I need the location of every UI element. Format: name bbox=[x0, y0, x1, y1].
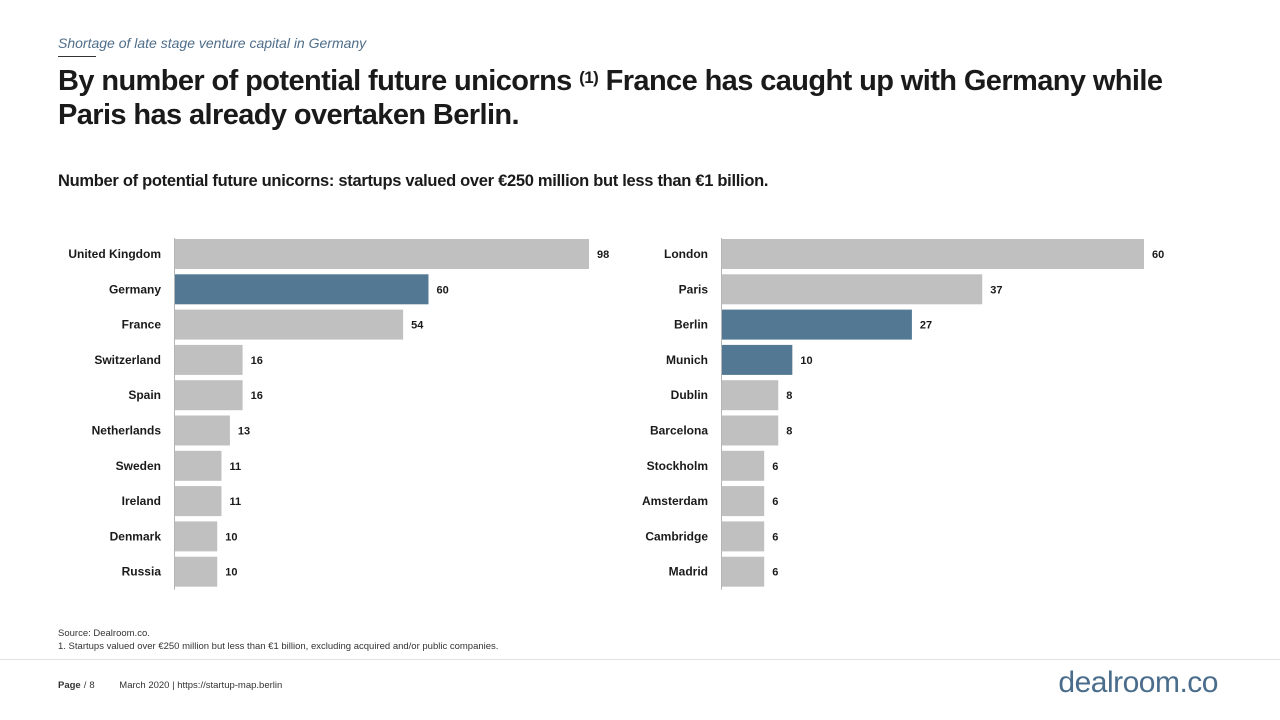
footnote-line: 1. Startups valued over €250 million but… bbox=[58, 641, 499, 652]
page-label: Page bbox=[58, 680, 81, 691]
category-label: Ireland bbox=[122, 494, 161, 508]
bar-germany bbox=[175, 274, 429, 305]
value-label: 11 bbox=[229, 461, 241, 473]
category-label: London bbox=[664, 247, 708, 261]
title-part-1: By number of potential future unicorns bbox=[58, 65, 580, 97]
logo-suffix: .co bbox=[1179, 666, 1218, 699]
bar-cambridge bbox=[722, 521, 765, 552]
category-label: Paris bbox=[679, 282, 709, 296]
value-label: 6 bbox=[772, 531, 778, 543]
bar-sweden bbox=[175, 450, 222, 481]
bar-munich bbox=[722, 344, 793, 375]
bar-netherlands bbox=[175, 415, 230, 446]
value-label: 27 bbox=[920, 320, 932, 332]
footer-divider bbox=[0, 659, 1280, 660]
country-chart: United Kingdom 98 Germany 60 France 54 Switzer… bbox=[68, 238, 609, 590]
value-label: 54 bbox=[411, 320, 424, 332]
bar-france bbox=[175, 309, 404, 340]
bar-united-kingdom bbox=[175, 239, 589, 269]
bar-barcelona bbox=[722, 415, 779, 446]
category-label: Berlin bbox=[674, 318, 708, 332]
value-label: 11 bbox=[229, 496, 241, 508]
logo-main: dealroom bbox=[1058, 666, 1180, 699]
category-label: Cambridge bbox=[645, 529, 708, 543]
title-footnote-marker: (1) bbox=[579, 68, 599, 87]
source-notes: Source: Dealroom.co. 1. Startups valued … bbox=[58, 627, 498, 653]
value-label: 98 bbox=[597, 249, 609, 261]
bar-spain bbox=[175, 380, 243, 411]
source-line: Source: Dealroom.co. bbox=[58, 628, 150, 639]
kicker-divider bbox=[58, 56, 96, 57]
value-label: 60 bbox=[436, 284, 448, 296]
value-label: 10 bbox=[800, 355, 812, 367]
category-label: Sweden bbox=[116, 459, 161, 473]
chart-subtitle: Number of potential future unicorns: sta… bbox=[58, 172, 769, 190]
category-label: Netherlands bbox=[92, 424, 162, 438]
value-label: 13 bbox=[238, 426, 250, 438]
bar-denmark bbox=[175, 521, 218, 552]
page-number: 8 bbox=[89, 680, 95, 691]
category-label: Switzerland bbox=[94, 353, 161, 367]
date-url: March 2020 | https://startup-map.berlin bbox=[119, 680, 283, 691]
page-footer: Page/8 March 2020 | https://startup-map.… bbox=[58, 680, 282, 691]
category-label: Spain bbox=[128, 388, 161, 402]
category-label: France bbox=[122, 318, 162, 332]
bar-amsterdam bbox=[722, 486, 765, 517]
value-label: 6 bbox=[772, 461, 778, 473]
page-separator: / bbox=[83, 680, 87, 691]
category-label: United Kingdom bbox=[68, 247, 161, 261]
bar-london bbox=[722, 239, 1144, 269]
value-label: 6 bbox=[772, 496, 778, 508]
value-label: 16 bbox=[251, 355, 263, 367]
category-label: Barcelona bbox=[650, 424, 708, 438]
category-label: Madrid bbox=[669, 565, 708, 579]
value-label: 6 bbox=[772, 567, 778, 579]
category-label: Munich bbox=[666, 353, 708, 367]
bar-berlin bbox=[722, 309, 912, 340]
value-label: 10 bbox=[225, 567, 237, 579]
value-label: 60 bbox=[1152, 249, 1164, 261]
bar-charts: United Kingdom 98 Germany 60 France 54 Switzer… bbox=[68, 238, 1164, 590]
category-label: Russia bbox=[122, 565, 162, 579]
bar-dublin bbox=[722, 380, 779, 411]
value-label: 8 bbox=[786, 390, 792, 402]
bar-russia bbox=[175, 556, 218, 587]
bar-switzerland bbox=[175, 344, 243, 375]
bar-madrid bbox=[722, 556, 765, 587]
value-label: 16 bbox=[251, 390, 263, 402]
category-label: Amsterdam bbox=[642, 494, 708, 508]
category-label: Dublin bbox=[671, 388, 708, 402]
dealroom-logo: dealroom.co bbox=[1058, 666, 1218, 700]
bar-ireland bbox=[175, 486, 222, 517]
bar-stockholm bbox=[722, 450, 765, 481]
category-label: Germany bbox=[109, 282, 161, 296]
section-kicker: Shortage of late stage venture capital i… bbox=[58, 35, 367, 51]
value-label: 37 bbox=[990, 284, 1002, 296]
page-title: By number of potential future unicorns (… bbox=[58, 64, 1218, 132]
value-label: 8 bbox=[786, 426, 792, 438]
bar-paris bbox=[722, 274, 983, 305]
value-label: 10 bbox=[225, 531, 237, 543]
category-label: Stockholm bbox=[647, 459, 708, 473]
category-label: Denmark bbox=[110, 529, 162, 543]
city-chart: London 60 Paris 37 Berlin 27 Munich 10 Dublin 8 Ba… bbox=[642, 238, 1164, 590]
title-part-2: France has caught up with Germany while … bbox=[58, 65, 1163, 131]
